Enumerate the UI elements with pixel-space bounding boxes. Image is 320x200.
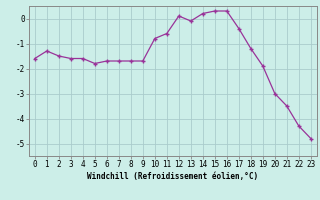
X-axis label: Windchill (Refroidissement éolien,°C): Windchill (Refroidissement éolien,°C)	[87, 172, 258, 181]
